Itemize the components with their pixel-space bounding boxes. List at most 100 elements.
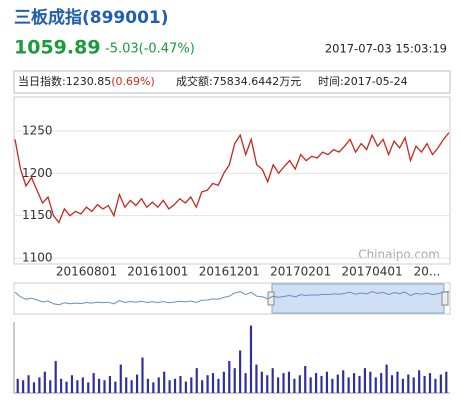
volume-bar — [325, 371, 329, 393]
volume-bar — [201, 380, 204, 393]
volume-bar — [358, 375, 361, 393]
volume-bar — [146, 378, 149, 393]
volume-bar — [266, 375, 269, 393]
volume-bar — [125, 377, 128, 393]
volume-bar — [206, 375, 209, 393]
navigator-line — [14, 290, 450, 306]
volume-bar — [195, 368, 198, 393]
volume-bar — [217, 378, 220, 393]
x-tick-label: 20170401 — [342, 265, 403, 279]
price-line — [14, 132, 450, 224]
volume-bar — [152, 382, 155, 393]
volume-bar — [98, 378, 101, 393]
volume-bar — [380, 373, 383, 393]
y-tick-label: 1100 — [22, 251, 53, 265]
volume-bar — [369, 371, 372, 393]
x-tick-label: 20160801 — [56, 265, 117, 279]
navigator-handle[interactable] — [441, 291, 449, 306]
volume-bar — [228, 361, 231, 393]
volume-bar — [179, 375, 182, 393]
volume-bar — [108, 375, 112, 393]
volume-bar — [54, 361, 57, 393]
volume-bar — [304, 366, 307, 393]
volume-bar — [130, 380, 133, 393]
volume-bar — [363, 368, 366, 393]
volume-bar — [70, 375, 74, 393]
volume-bar — [309, 377, 312, 393]
volume-bar — [255, 364, 258, 393]
x-tick-label: 20... — [414, 265, 441, 279]
title: 三板成指(899001) — [14, 7, 169, 28]
watermark: Chinaipo.com — [358, 248, 440, 262]
change: -5.03(-0.47%) — [105, 42, 195, 57]
volume-bar — [168, 380, 171, 393]
volume-bar — [65, 381, 68, 393]
volume-bar — [157, 377, 160, 393]
price: 1059.89 — [14, 37, 101, 59]
volume-bar — [428, 373, 432, 393]
volume-bar — [390, 375, 394, 393]
volume-bar — [347, 377, 350, 393]
y-tick-label: 1200 — [22, 166, 53, 180]
time: 时间:2017-05-24 — [318, 75, 408, 88]
volume-bar — [190, 377, 193, 393]
index-change: (0.69%) — [111, 75, 155, 88]
turnover: 成交额:75834.6442万元 — [176, 74, 301, 88]
volume-bar — [282, 373, 285, 393]
volume-bar — [211, 373, 215, 393]
plot-frame — [13, 96, 451, 265]
y-tick-label: 1150 — [22, 208, 53, 222]
volume-bar — [43, 371, 46, 393]
volume-bar — [418, 370, 421, 393]
volume-bar — [239, 350, 242, 393]
volume-bar — [114, 381, 117, 393]
volume-bar — [331, 378, 334, 393]
volume-bar — [287, 371, 291, 393]
volume-bar — [163, 371, 166, 393]
volume-bar — [22, 380, 25, 393]
volume-bar — [271, 368, 274, 393]
volume-bar — [141, 357, 144, 393]
volume-bar — [445, 371, 448, 393]
volume-bar — [412, 377, 415, 393]
volume-bar — [249, 325, 253, 393]
index-label: 当日指数:1230.85 — [18, 74, 111, 88]
volume-bar — [184, 381, 187, 393]
volume-bar — [16, 378, 19, 393]
volume-bar — [298, 375, 301, 393]
volume-bar — [103, 380, 106, 393]
volume-bar — [439, 374, 442, 393]
volume-bar — [222, 371, 225, 393]
volume-bar — [233, 368, 236, 393]
volume-bar — [401, 378, 404, 393]
volume-bar — [423, 375, 426, 393]
volume-bar — [119, 364, 122, 393]
volume-bar — [76, 380, 79, 393]
volume-bar — [32, 382, 36, 393]
volume-bar — [87, 382, 90, 393]
volume-bar — [81, 377, 84, 393]
info-bar — [13, 70, 451, 94]
volume-bar — [277, 377, 280, 393]
datetime: 2017-07-03 15:03:19 — [325, 42, 447, 56]
volume-bar — [135, 374, 139, 393]
volume-bar — [27, 375, 30, 393]
volume-bar — [38, 377, 41, 393]
volume-bar — [293, 378, 296, 393]
volume-bar — [396, 371, 399, 393]
x-tick-label: 20161001 — [127, 265, 188, 279]
volume-bar — [434, 378, 437, 393]
volume-bar — [60, 378, 63, 393]
volume-bar — [385, 364, 388, 393]
x-tick-label: 20170201 — [270, 265, 331, 279]
info: 当日指数:1230.85(0.69%) — [18, 74, 155, 88]
navigator-selection[interactable] — [271, 283, 445, 314]
volume-bar — [374, 377, 377, 393]
volume-bar — [320, 375, 323, 393]
volume-bar — [352, 373, 356, 393]
y-tick-label: 1250 — [22, 123, 53, 137]
volume-bar — [260, 371, 263, 393]
volume-bar — [407, 374, 410, 393]
